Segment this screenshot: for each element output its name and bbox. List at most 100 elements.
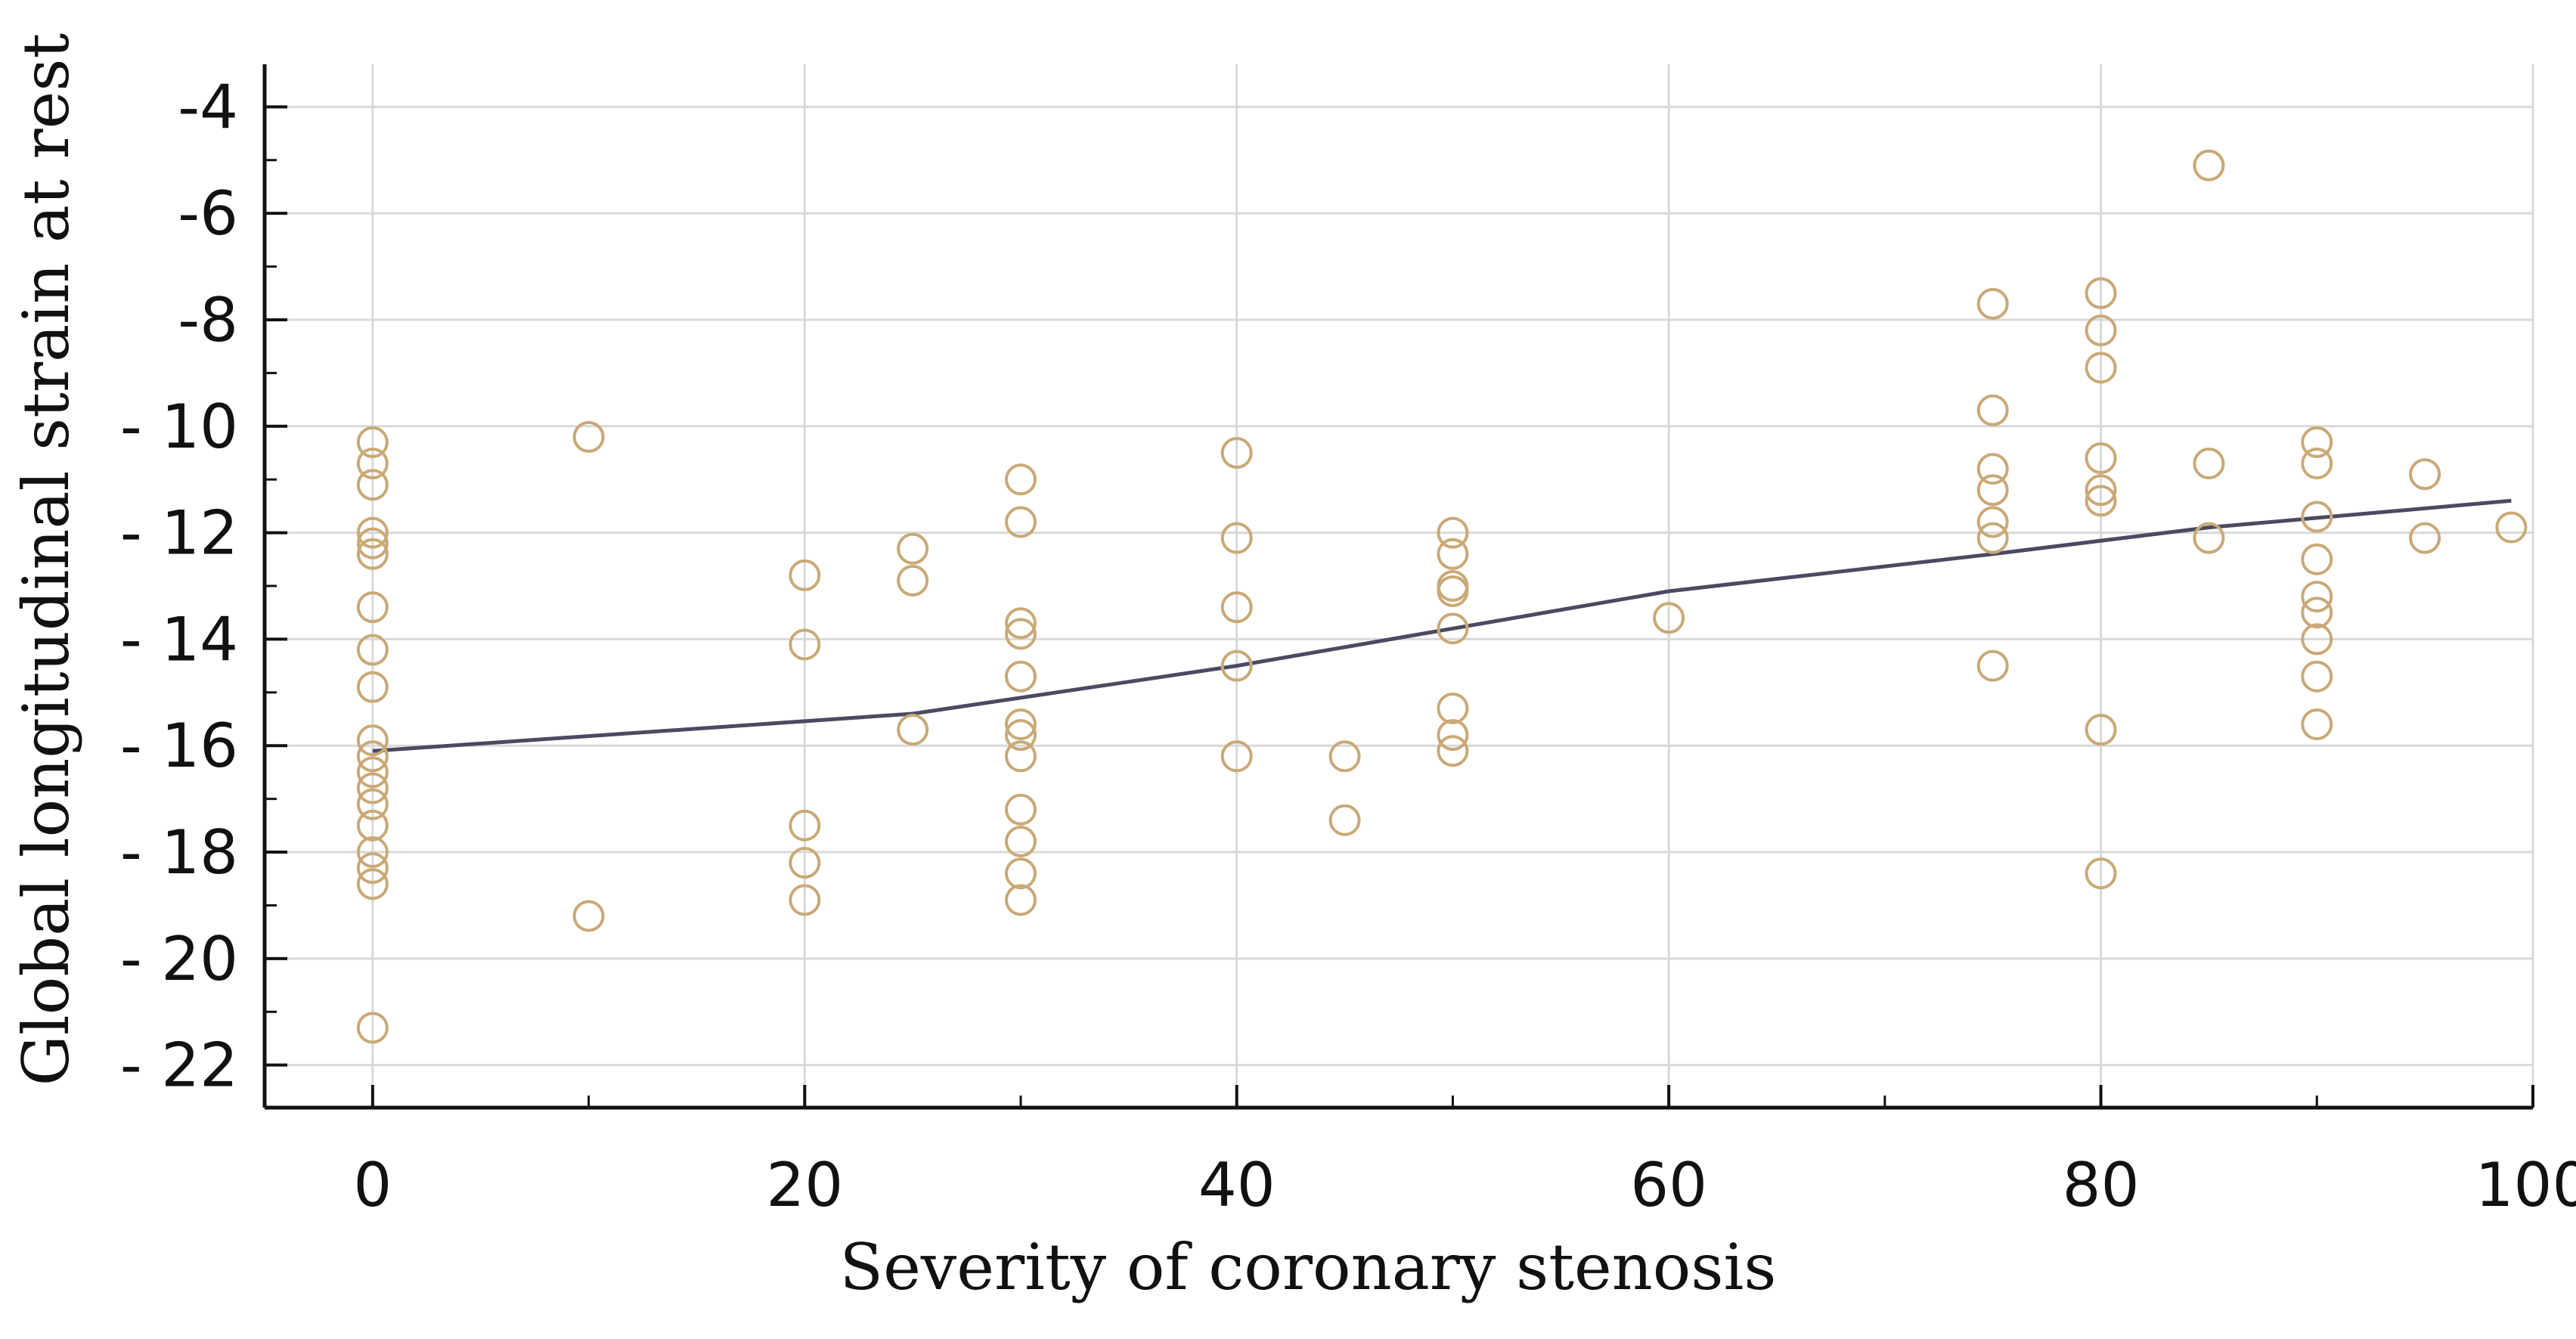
data-point [1005,660,1037,693]
data-point [1005,825,1037,857]
data-point [1653,602,1685,634]
x-tick-label: 20 [766,1150,843,1220]
data-point [1437,735,1469,767]
data-point [356,591,389,624]
data-point [356,527,389,559]
data-point [356,1012,389,1044]
data-point [1976,394,2009,426]
data-point [2085,352,2117,384]
data-point [897,532,929,565]
x-tick-label: 60 [1630,1150,1707,1220]
data-point [1005,506,1037,538]
data-point [356,469,389,501]
data-point [356,426,389,458]
data-point [356,516,389,549]
y-tick-label: - 12 [120,498,238,569]
data-point [356,724,389,757]
data-point [2495,511,2528,544]
y-axis-title: Global longitudinal strain at rest [9,33,83,1086]
data-point [1005,719,1037,752]
data-point [789,559,821,591]
data-point [2085,474,2117,507]
data-point [2085,857,2117,890]
data-point [2301,581,2333,613]
data-point [572,420,605,453]
trend-line [372,498,2512,753]
data-point [2085,442,2117,475]
data-point [1437,575,1469,608]
data-point [1005,618,1037,650]
data-point [1437,516,1469,549]
data-point [1220,591,1253,624]
tick-labels-layer: -4 -6 -8 - 10 - 12 - 14 - 16 - 18 - 20 - 22 0 20 40 6… [120,72,2576,1220]
data-point [1976,522,2009,554]
data-point [2085,714,2117,746]
data-point [1005,607,1037,640]
data-point [356,788,389,820]
data-point [1005,793,1037,826]
data-point [2409,458,2441,491]
axes-layer [262,64,2534,1110]
data-point [789,809,821,842]
x-axis-title: Severity of coronary stenosis [840,1230,1777,1304]
data-point [1005,857,1037,890]
y-tick-label: - 14 [120,604,238,674]
y-tick-label: -6 [178,178,238,249]
y-tick-label: - 10 [120,392,238,462]
data-point [2301,660,2333,693]
y-tick-label: - 16 [120,711,238,781]
data-point [356,634,389,666]
y-tick-label: - 20 [120,924,238,994]
data-point [356,868,389,900]
data-point [356,809,389,842]
data-point [2301,448,2333,480]
data-point [356,852,389,885]
data-point [1220,740,1253,773]
data-point [356,772,389,804]
y-tick-label: - 18 [120,817,238,888]
data-point [1976,506,2009,538]
data-point [1328,804,1361,836]
data-point [1005,884,1037,916]
data-point [1976,649,2009,682]
data-point [1005,740,1037,773]
data-point [356,740,389,773]
points-layer [356,149,2528,1044]
data-point [1005,708,1037,741]
data-point [2085,315,2117,347]
data-point [1437,538,1469,570]
data-point [897,564,929,597]
grid-layer [265,64,2534,1108]
data-point [356,671,389,703]
data-point [2409,522,2441,554]
data-point [2085,485,2117,517]
data-point [356,756,389,789]
data-point [2301,426,2333,458]
data-point [1220,649,1253,682]
data-point [1005,463,1037,496]
data-point [897,714,929,746]
data-point [1437,719,1469,752]
y-tick-label: -4 [178,72,238,142]
data-point [2085,277,2117,309]
data-point [2301,597,2333,629]
data-point [1976,287,2009,320]
data-point [356,448,389,480]
trend-line-layer [372,498,2512,753]
data-point [2193,448,2225,480]
y-tick-label: -8 [178,285,238,355]
data-point [2301,543,2333,575]
data-point [356,538,389,570]
data-point [356,836,389,869]
x-tick-label: 80 [2063,1150,2140,1220]
data-point [2193,149,2225,181]
data-point [1976,453,2009,485]
data-point [1437,692,1469,724]
x-tick-label: 0 [353,1150,392,1220]
data-point [2301,708,2333,741]
data-point [2193,522,2225,554]
y-tick-label: - 22 [120,1031,238,1101]
data-point [1328,740,1361,773]
